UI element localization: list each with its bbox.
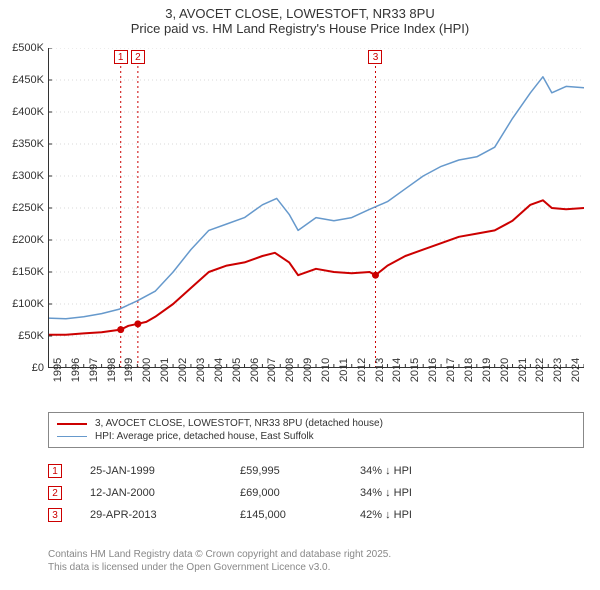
legend-item: 3, AVOCET CLOSE, LOWESTOFT, NR33 8PU (de… xyxy=(57,417,575,430)
event-row: 1 25-JAN-1999 £59,995 34% ↓ HPI xyxy=(48,460,584,482)
x-tick-label: 2022 xyxy=(530,358,546,382)
event-marker-2: 2 xyxy=(48,486,62,500)
title-line1: 3, AVOCET CLOSE, LOWESTOFT, NR33 8PU xyxy=(0,6,600,21)
chart-svg xyxy=(48,48,584,368)
x-tick-label: 2003 xyxy=(191,358,207,382)
x-tick-label: 2010 xyxy=(316,358,332,382)
legend-label: 3, AVOCET CLOSE, LOWESTOFT, NR33 8PU (de… xyxy=(95,418,383,429)
x-tick-label: 1999 xyxy=(119,358,135,382)
x-tick-label: 2014 xyxy=(387,358,403,382)
x-tick-label: 2007 xyxy=(262,358,278,382)
x-tick-label: 2011 xyxy=(334,358,350,382)
x-tick-label: 2024 xyxy=(566,358,582,382)
event-price: £145,000 xyxy=(240,509,360,521)
x-tick-label: 2016 xyxy=(423,358,439,382)
x-tick-label: 1997 xyxy=(84,358,100,382)
y-tick-label: £150K xyxy=(12,266,44,278)
y-tick-label: £300K xyxy=(12,170,44,182)
x-tick-label: 2012 xyxy=(352,358,368,382)
x-tick-label: 2019 xyxy=(477,358,493,382)
x-tick-label: 2006 xyxy=(245,358,261,382)
legend: 3, AVOCET CLOSE, LOWESTOFT, NR33 8PU (de… xyxy=(48,412,584,448)
title-line2: Price paid vs. HM Land Registry's House … xyxy=(0,21,600,36)
footnote: Contains HM Land Registry data © Crown c… xyxy=(48,548,584,574)
event-marker-box-2: 2 xyxy=(131,50,145,64)
event-delta: 34% ↓ HPI xyxy=(360,487,412,499)
x-tick-label: 2021 xyxy=(513,358,529,382)
y-tick-label: £350K xyxy=(12,138,44,150)
legend-item: HPI: Average price, detached house, East… xyxy=(57,430,575,443)
y-tick-label: £450K xyxy=(12,74,44,86)
footnote-line2: This data is licensed under the Open Gov… xyxy=(48,561,584,574)
legend-swatch-hpi xyxy=(57,436,87,437)
y-tick-label: £50K xyxy=(18,330,44,342)
x-tick-label: 1996 xyxy=(66,358,82,382)
x-tick-label: 2008 xyxy=(280,358,296,382)
x-tick-label: 2018 xyxy=(459,358,475,382)
x-tick-label: 2023 xyxy=(548,358,564,382)
event-date: 25-JAN-1999 xyxy=(90,465,240,477)
y-tick-label: £100K xyxy=(12,298,44,310)
legend-swatch-property xyxy=(57,423,87,425)
legend-label: HPI: Average price, detached house, East… xyxy=(95,431,314,442)
x-tick-label: 2009 xyxy=(298,358,314,382)
event-marker-3: 3 xyxy=(48,508,62,522)
event-date: 29-APR-2013 xyxy=(90,509,240,521)
event-row: 2 12-JAN-2000 £69,000 34% ↓ HPI xyxy=(48,482,584,504)
x-tick-label: 1995 xyxy=(48,358,64,382)
x-tick-label: 2001 xyxy=(155,358,171,382)
events-table: 1 25-JAN-1999 £59,995 34% ↓ HPI 2 12-JAN… xyxy=(48,460,584,526)
event-date: 12-JAN-2000 xyxy=(90,487,240,499)
footnote-line1: Contains HM Land Registry data © Crown c… xyxy=(48,548,584,561)
chart-titles: 3, AVOCET CLOSE, LOWESTOFT, NR33 8PU Pri… xyxy=(0,0,600,36)
event-price: £59,995 xyxy=(240,465,360,477)
x-tick-label: 2000 xyxy=(137,358,153,382)
event-price: £69,000 xyxy=(240,487,360,499)
x-tick-label: 2017 xyxy=(441,358,457,382)
x-tick-label: 2015 xyxy=(405,358,421,382)
x-tick-label: 2013 xyxy=(370,358,386,382)
y-tick-label: £400K xyxy=(12,106,44,118)
x-tick-label: 2020 xyxy=(495,358,511,382)
event-marker-1: 1 xyxy=(48,464,62,478)
y-tick-label: £500K xyxy=(12,42,44,54)
event-marker-box-3: 3 xyxy=(368,50,382,64)
x-tick-label: 1998 xyxy=(102,358,118,382)
event-delta: 34% ↓ HPI xyxy=(360,465,412,477)
y-tick-label: £250K xyxy=(12,202,44,214)
x-tick-label: 2002 xyxy=(173,358,189,382)
y-tick-label: £200K xyxy=(12,234,44,246)
y-tick-label: £0 xyxy=(32,362,44,374)
event-marker-box-1: 1 xyxy=(114,50,128,64)
x-tick-label: 2005 xyxy=(227,358,243,382)
x-tick-label: 2004 xyxy=(209,358,225,382)
event-row: 3 29-APR-2013 £145,000 42% ↓ HPI xyxy=(48,504,584,526)
chart-area: £0£50K£100K£150K£200K£250K£300K£350K£400… xyxy=(48,48,584,368)
event-delta: 42% ↓ HPI xyxy=(360,509,412,521)
